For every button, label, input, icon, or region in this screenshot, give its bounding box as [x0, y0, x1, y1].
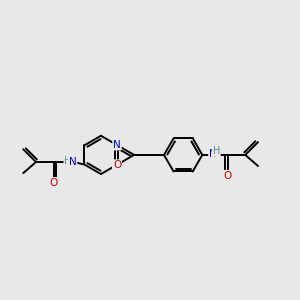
Text: O: O — [50, 178, 58, 188]
Text: H: H — [64, 156, 72, 166]
Text: H: H — [213, 146, 220, 156]
Text: N: N — [69, 157, 76, 166]
Text: N: N — [209, 149, 217, 159]
Text: O: O — [113, 160, 121, 170]
Text: O: O — [224, 171, 232, 181]
Text: N: N — [113, 140, 121, 150]
